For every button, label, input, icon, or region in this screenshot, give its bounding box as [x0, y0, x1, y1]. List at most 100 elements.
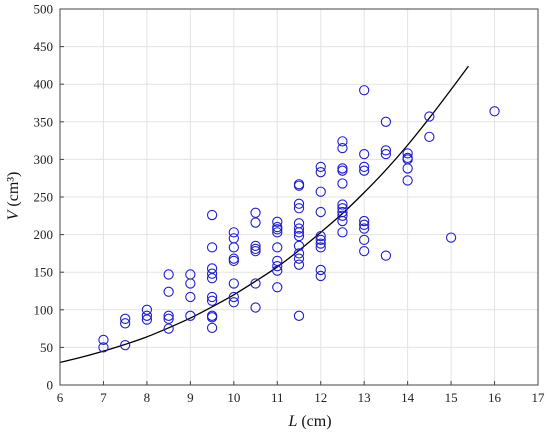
data-point	[272, 224, 283, 235]
x-tick-label: 11	[271, 390, 284, 405]
data-point	[206, 291, 218, 303]
data-point	[293, 218, 305, 229]
data-point	[141, 304, 153, 315]
data-point	[293, 203, 305, 214]
data-point	[293, 310, 305, 321]
data-point	[445, 232, 457, 243]
data-point	[272, 227, 283, 238]
data-point	[272, 255, 283, 267]
data-point	[337, 163, 348, 174]
data-point	[206, 312, 218, 323]
x-tick-label: 8	[144, 390, 151, 405]
data-point	[206, 209, 218, 221]
data-point	[272, 261, 283, 272]
data-point	[337, 165, 348, 176]
data-point	[228, 227, 239, 238]
x-tick-labels: 6 7 8 9 10 11 12 13 14 15 16 17	[57, 390, 545, 405]
data-point	[272, 265, 283, 276]
data-point	[380, 148, 392, 160]
data-point	[359, 219, 370, 230]
data-point	[293, 227, 305, 238]
data-point	[402, 148, 413, 159]
x-tick-label: 16	[488, 390, 502, 405]
data-point	[293, 248, 305, 259]
data-point	[206, 242, 218, 253]
data-point	[293, 180, 305, 191]
data-point	[206, 263, 218, 274]
data-point	[163, 323, 174, 334]
x-tick-label: 7	[100, 390, 107, 405]
data-point	[228, 255, 239, 267]
x-tick-label: 12	[314, 390, 327, 405]
data-point	[359, 245, 370, 257]
data-point	[293, 198, 305, 209]
y-axis-label: V (cm³)	[5, 172, 22, 221]
data-point	[337, 136, 348, 147]
data-point	[293, 223, 305, 234]
data-point	[120, 318, 131, 329]
plot-frame	[59, 8, 539, 386]
data-point	[315, 161, 326, 173]
data-point	[337, 227, 348, 238]
data-point	[250, 302, 261, 313]
y-tick-label: 450	[34, 39, 54, 54]
fit-curve	[60, 65, 469, 364]
y-tick-label: 350	[34, 114, 54, 129]
data-point	[402, 163, 413, 174]
data-point	[98, 342, 109, 353]
data-point	[359, 161, 370, 173]
data-point	[315, 167, 326, 178]
data-point	[228, 297, 239, 308]
data-point	[120, 339, 131, 351]
data-point	[315, 230, 326, 242]
data-point	[250, 278, 261, 289]
data-point	[141, 310, 153, 321]
data-point	[163, 269, 174, 280]
data-point	[250, 240, 261, 252]
data-point	[120, 313, 131, 324]
data-point	[337, 142, 348, 154]
data-point	[293, 230, 305, 242]
data-points-layer	[98, 85, 500, 353]
y-tick-label: 250	[34, 190, 54, 205]
data-point	[293, 259, 305, 270]
data-point	[424, 131, 435, 142]
data-point	[228, 291, 239, 303]
data-point	[163, 310, 174, 321]
data-point	[272, 242, 283, 253]
y-tick-label: 100	[34, 302, 54, 317]
data-point	[359, 165, 370, 176]
data-point	[359, 148, 370, 160]
x-tick-label: 17	[532, 390, 546, 405]
data-point	[337, 178, 348, 189]
y-tick-label: 50	[40, 340, 53, 355]
data-point	[380, 145, 392, 156]
data-point	[402, 175, 413, 186]
data-point	[250, 217, 261, 228]
data-point	[206, 295, 218, 306]
data-point	[489, 106, 500, 117]
data-point	[337, 199, 348, 210]
x-tick-label: 9	[187, 390, 194, 405]
data-point	[315, 264, 326, 276]
x-tick-label: 14	[401, 390, 415, 405]
y-tick-label: 150	[34, 265, 54, 280]
data-point	[163, 286, 174, 297]
data-point	[337, 215, 348, 227]
data-point	[228, 242, 239, 253]
fit-curve-layer	[60, 65, 469, 364]
data-point	[206, 273, 218, 284]
data-point	[315, 186, 326, 197]
y-tick-label: 200	[34, 227, 54, 242]
data-point	[337, 210, 348, 221]
data-point	[315, 270, 326, 282]
x-axis-label: L (cm)	[287, 413, 331, 430]
data-point	[185, 278, 196, 289]
data-point	[315, 238, 326, 249]
data-point	[424, 111, 435, 122]
data-point	[359, 223, 370, 234]
data-point	[337, 203, 348, 214]
data-point	[206, 322, 218, 333]
x-tick-label: 15	[445, 390, 458, 405]
